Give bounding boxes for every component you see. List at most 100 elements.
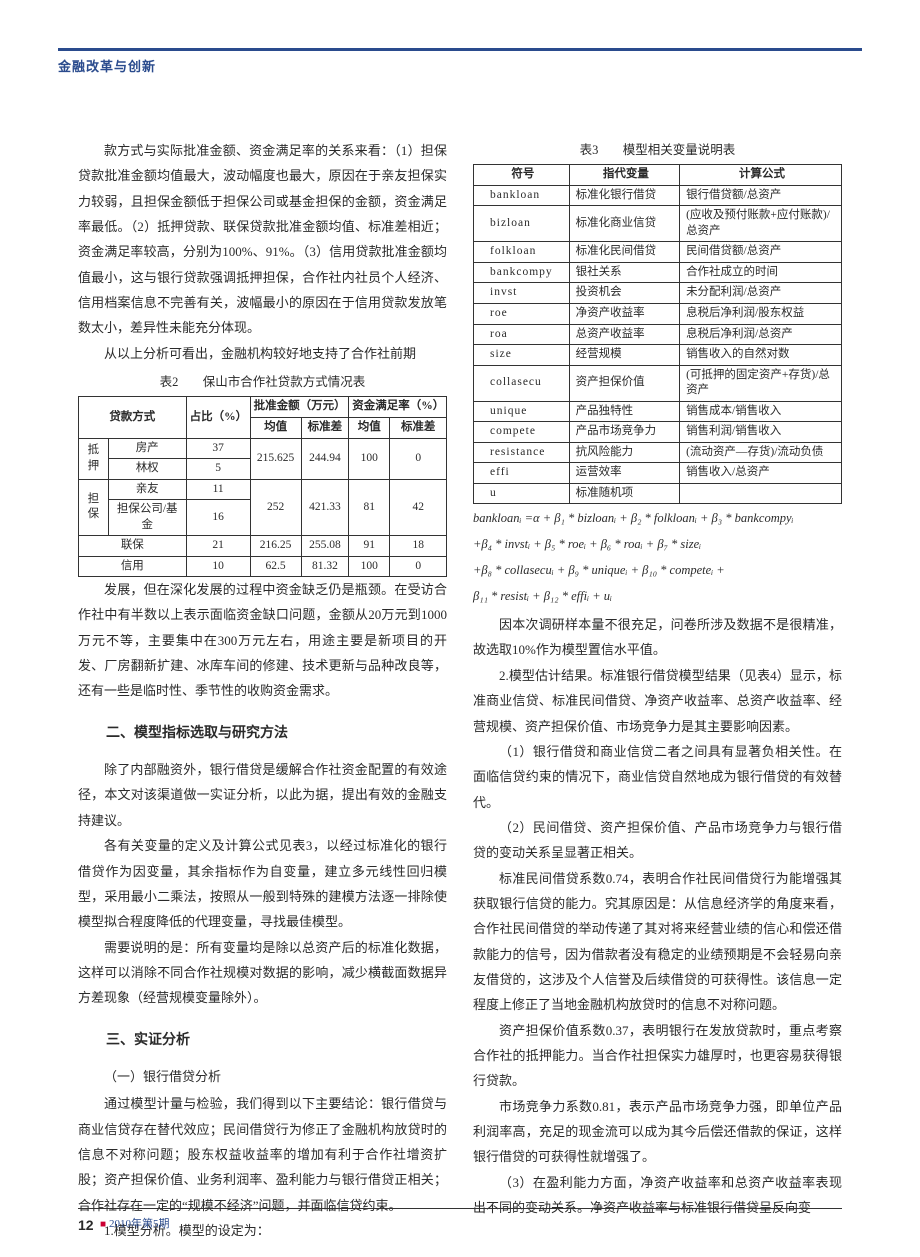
td: 息税后净利润/总资产 — [680, 324, 842, 345]
td — [680, 483, 842, 504]
td: 0 — [390, 438, 447, 479]
td: 42 — [390, 479, 447, 536]
td: 产品独特性 — [569, 401, 679, 422]
td: 房产 — [108, 438, 186, 459]
td: 产品市场竞争力 — [569, 422, 679, 443]
td: 担保公司/基金 — [108, 500, 186, 536]
para: 市场竞争力系数0.81，表示产品市场竞争力强，即单位产品利润率高，充足的现金流可… — [473, 1094, 842, 1170]
td: 255.08 — [301, 536, 349, 557]
td: 销售收入的自然对数 — [680, 345, 842, 366]
table3-title: 模型相关变量说明表 — [623, 143, 736, 157]
equation: +β₄ * invstᵢ + β₅ * roeᵢ + β₆ * roaᵢ + β… — [473, 534, 842, 554]
table-row: bankloan标准化银行借贷银行借贷额/总资产 — [474, 185, 842, 206]
td: 11 — [186, 479, 250, 500]
td: 标准化商业信贷 — [569, 206, 679, 242]
section-tag: 金融改革与创新 — [58, 56, 156, 75]
heading-2: 二、模型指标选取与研究方法 — [78, 720, 447, 747]
td: 净资产收益率 — [569, 303, 679, 324]
heading-2: 三、实证分析 — [78, 1027, 447, 1054]
th: 占比（%） — [186, 397, 250, 438]
td: 21 — [186, 536, 250, 557]
th: 标准差 — [390, 417, 447, 438]
para: 资产担保价值系数0.37，表明银行在发放贷款时，重点考察合作社的抵押能力。当合作… — [473, 1018, 842, 1094]
table-row: size经营规模销售收入的自然对数 — [474, 345, 842, 366]
td: 合作社成立的时间 — [680, 262, 842, 283]
th: 均值 — [349, 417, 390, 438]
header-rule — [58, 48, 862, 51]
td: 100 — [349, 438, 390, 479]
table2-block: 表2 保山市合作社贷款方式情况表 贷款方式 占比（%） 批准金额（万元） 资金满… — [78, 370, 447, 577]
td: 民间借贷额/总资产 — [680, 242, 842, 263]
equation: bankloanᵢ =α + β₁ * bizloanᵢ + β₂ * folk… — [473, 508, 842, 528]
table-row: roa总资产收益率息税后净利润/总资产 — [474, 324, 842, 345]
td: 16 — [186, 500, 250, 536]
td: 标准随机项 — [569, 483, 679, 504]
td: 100 — [349, 556, 390, 577]
td: 标准化民间借贷 — [569, 242, 679, 263]
equation: +β₈ * collasecuᵢ + β₉ * uniqueᵢ + β₁₀ * … — [473, 560, 842, 580]
th: 计算公式 — [680, 165, 842, 186]
td: 银行借贷额/总资产 — [680, 185, 842, 206]
equation: β₁₁ * resistᵢ + β₁₂ * effiᵢ + uᵢ — [473, 586, 842, 606]
td: 18 — [390, 536, 447, 557]
td: 252 — [250, 479, 301, 536]
td: 216.25 — [250, 536, 301, 557]
td: 5 — [186, 459, 250, 480]
td: folkloan — [474, 242, 570, 263]
td: 抵押 — [79, 438, 109, 479]
table-row: roe净资产收益率息税后净利润/股东权益 — [474, 303, 842, 324]
td: 0 — [390, 556, 447, 577]
table-row: bankcompy银社关系合作社成立的时间 — [474, 262, 842, 283]
td: 亲友 — [108, 479, 186, 500]
td: 91 — [349, 536, 390, 557]
td: 总资产收益率 — [569, 324, 679, 345]
table3-caption: 表3 模型相关变量说明表 — [473, 138, 842, 162]
table2: 贷款方式 占比（%） 批准金额（万元） 资金满足率（%） 均值 标准差 均值 标… — [78, 396, 447, 577]
td: 资产担保价值 — [569, 365, 679, 401]
issue-label: 2010年第5期 — [100, 1215, 170, 1231]
td: 10 — [186, 556, 250, 577]
td: 运营效率 — [569, 463, 679, 484]
td: 息税后净利润/股东权益 — [680, 303, 842, 324]
td: roa — [474, 324, 570, 345]
page-number: 12 — [78, 1217, 94, 1233]
table-row: collasecu资产担保价值(可抵押的固定资产+存货)/总资产 — [474, 365, 842, 401]
td: bizloan — [474, 206, 570, 242]
td: 81 — [349, 479, 390, 536]
table-row: resistance抗风险能力(流动资产—存货)/流动负债 — [474, 442, 842, 463]
td: effi — [474, 463, 570, 484]
th: 均值 — [250, 417, 301, 438]
table-row: effi运营效率销售收入/总资产 — [474, 463, 842, 484]
td: 销售成本/销售收入 — [680, 401, 842, 422]
td: 244.94 — [301, 438, 349, 479]
td: 联保 — [79, 536, 187, 557]
table2-number: 表2 — [160, 370, 200, 394]
th: 贷款方式 — [79, 397, 187, 438]
para: 发展，但在深化发展的过程中资金缺乏仍是瓶颈。在受访合作社中有半数以上表示面临资金… — [78, 577, 447, 704]
table3: 符号 指代变量 计算公式 bankloan标准化银行借贷银行借贷额/总资产biz… — [473, 164, 842, 504]
th: 资金满足率（%） — [349, 397, 447, 418]
td: 投资机会 — [569, 283, 679, 304]
td: (应收及预付账款+应付账款)/总资产 — [680, 206, 842, 242]
para: 标准民间借贷系数0.74，表明合作社民间借贷行为能增强其获取银行信贷的能力。究其… — [473, 866, 842, 1018]
equation-block: bankloanᵢ =α + β₁ * bizloanᵢ + β₂ * folk… — [473, 508, 842, 606]
td: 37 — [186, 438, 250, 459]
td: 抗风险能力 — [569, 442, 679, 463]
para: 需要说明的是：所有变量均是除以总资产后的标准化数据，这样可以消除不同合作社规模对… — [78, 935, 447, 1011]
para: 通过模型计量与检验，我们得到以下主要结论：银行借贷与商业信贷存在替代效应；民间借… — [78, 1091, 447, 1218]
para: 2.模型估计结果。标准银行借贷模型结果（见表4）显示，标准商业信贷、标准民间借贷… — [473, 663, 842, 739]
page-body: 款方式与实际批准金额、资金满足率的关系来看：（1）担保贷款批准金额均值最大，波动… — [78, 138, 842, 1243]
para: 除了内部融资外，银行借贷是缓解合作社资金配置的有效途径，本文对该渠道做一实证分析… — [78, 757, 447, 833]
td: collasecu — [474, 365, 570, 401]
th: 标准差 — [301, 417, 349, 438]
para: （2）民间借贷、资产担保价值、产品市场竞争力与银行借贷的变动关系呈显著正相关。 — [473, 815, 842, 866]
td: size — [474, 345, 570, 366]
td: 未分配利润/总资产 — [680, 283, 842, 304]
heading-3: （一）银行借贷分析 — [78, 1064, 447, 1089]
td: 销售利润/销售收入 — [680, 422, 842, 443]
th: 符号 — [474, 165, 570, 186]
td: resistance — [474, 442, 570, 463]
td: 215.625 — [250, 438, 301, 479]
table-row: bizloan标准化商业信贷(应收及预付账款+应付账款)/总资产 — [474, 206, 842, 242]
table2-caption: 表2 保山市合作社贷款方式情况表 — [78, 370, 447, 394]
